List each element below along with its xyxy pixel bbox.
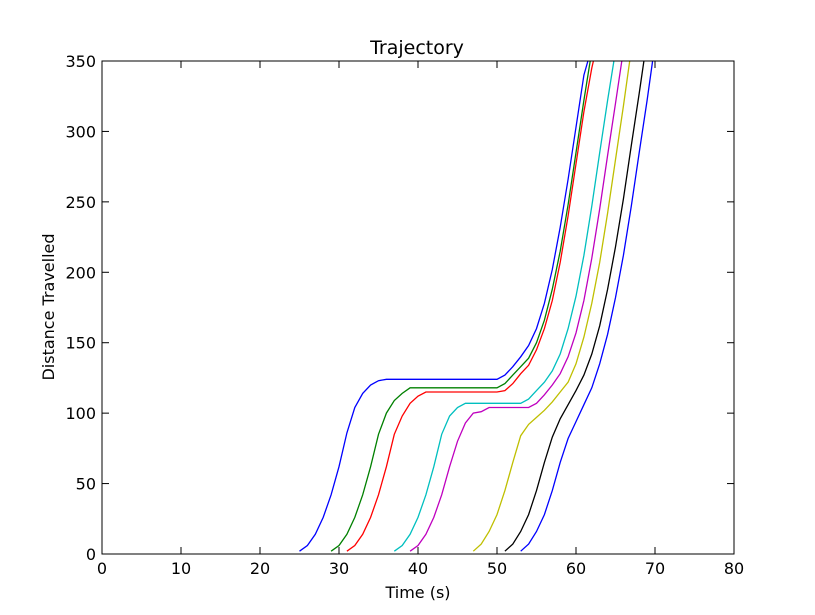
series-line-3: [346, 61, 595, 552]
y-tick-label: 100: [65, 404, 96, 423]
x-tick-label: 10: [171, 559, 191, 578]
x-tick-label: 0: [97, 559, 107, 578]
series-line-7: [504, 61, 645, 552]
y-tick-label: 150: [65, 334, 96, 353]
series-line-8: [520, 61, 654, 552]
x-tick-label: 40: [408, 559, 428, 578]
x-tick-label: 30: [329, 559, 349, 578]
x-tick-label: 50: [487, 559, 507, 578]
series-line-4: [393, 61, 615, 552]
y-tick-label: 50: [76, 475, 96, 494]
plot-frame: [101, 60, 735, 555]
x-tick-label: 20: [250, 559, 270, 578]
series-lines: [299, 61, 654, 552]
y-tick-label: 350: [65, 52, 96, 71]
y-tick-label: 0: [86, 545, 96, 564]
chart-title: Trajectory: [369, 37, 464, 59]
x-tick-label: 70: [645, 559, 665, 578]
series-line-6: [472, 61, 631, 552]
x-axis-label: Time (s): [384, 583, 450, 602]
y-tick-label: 300: [65, 122, 96, 141]
y-tick-label: 250: [65, 193, 96, 212]
axis-ticks: 0 10 20 30 40 50 60 70 80 0 50 100 150 200 250 300 350: [65, 52, 744, 578]
series-line-5: [409, 61, 623, 552]
x-tick-label: 60: [566, 559, 586, 578]
series-line-1: [299, 61, 589, 552]
y-axis-label: Distance Travelled: [39, 233, 58, 380]
x-tick-label: 80: [724, 559, 744, 578]
y-tick-label: 200: [65, 263, 96, 282]
series-line-2: [330, 61, 591, 552]
